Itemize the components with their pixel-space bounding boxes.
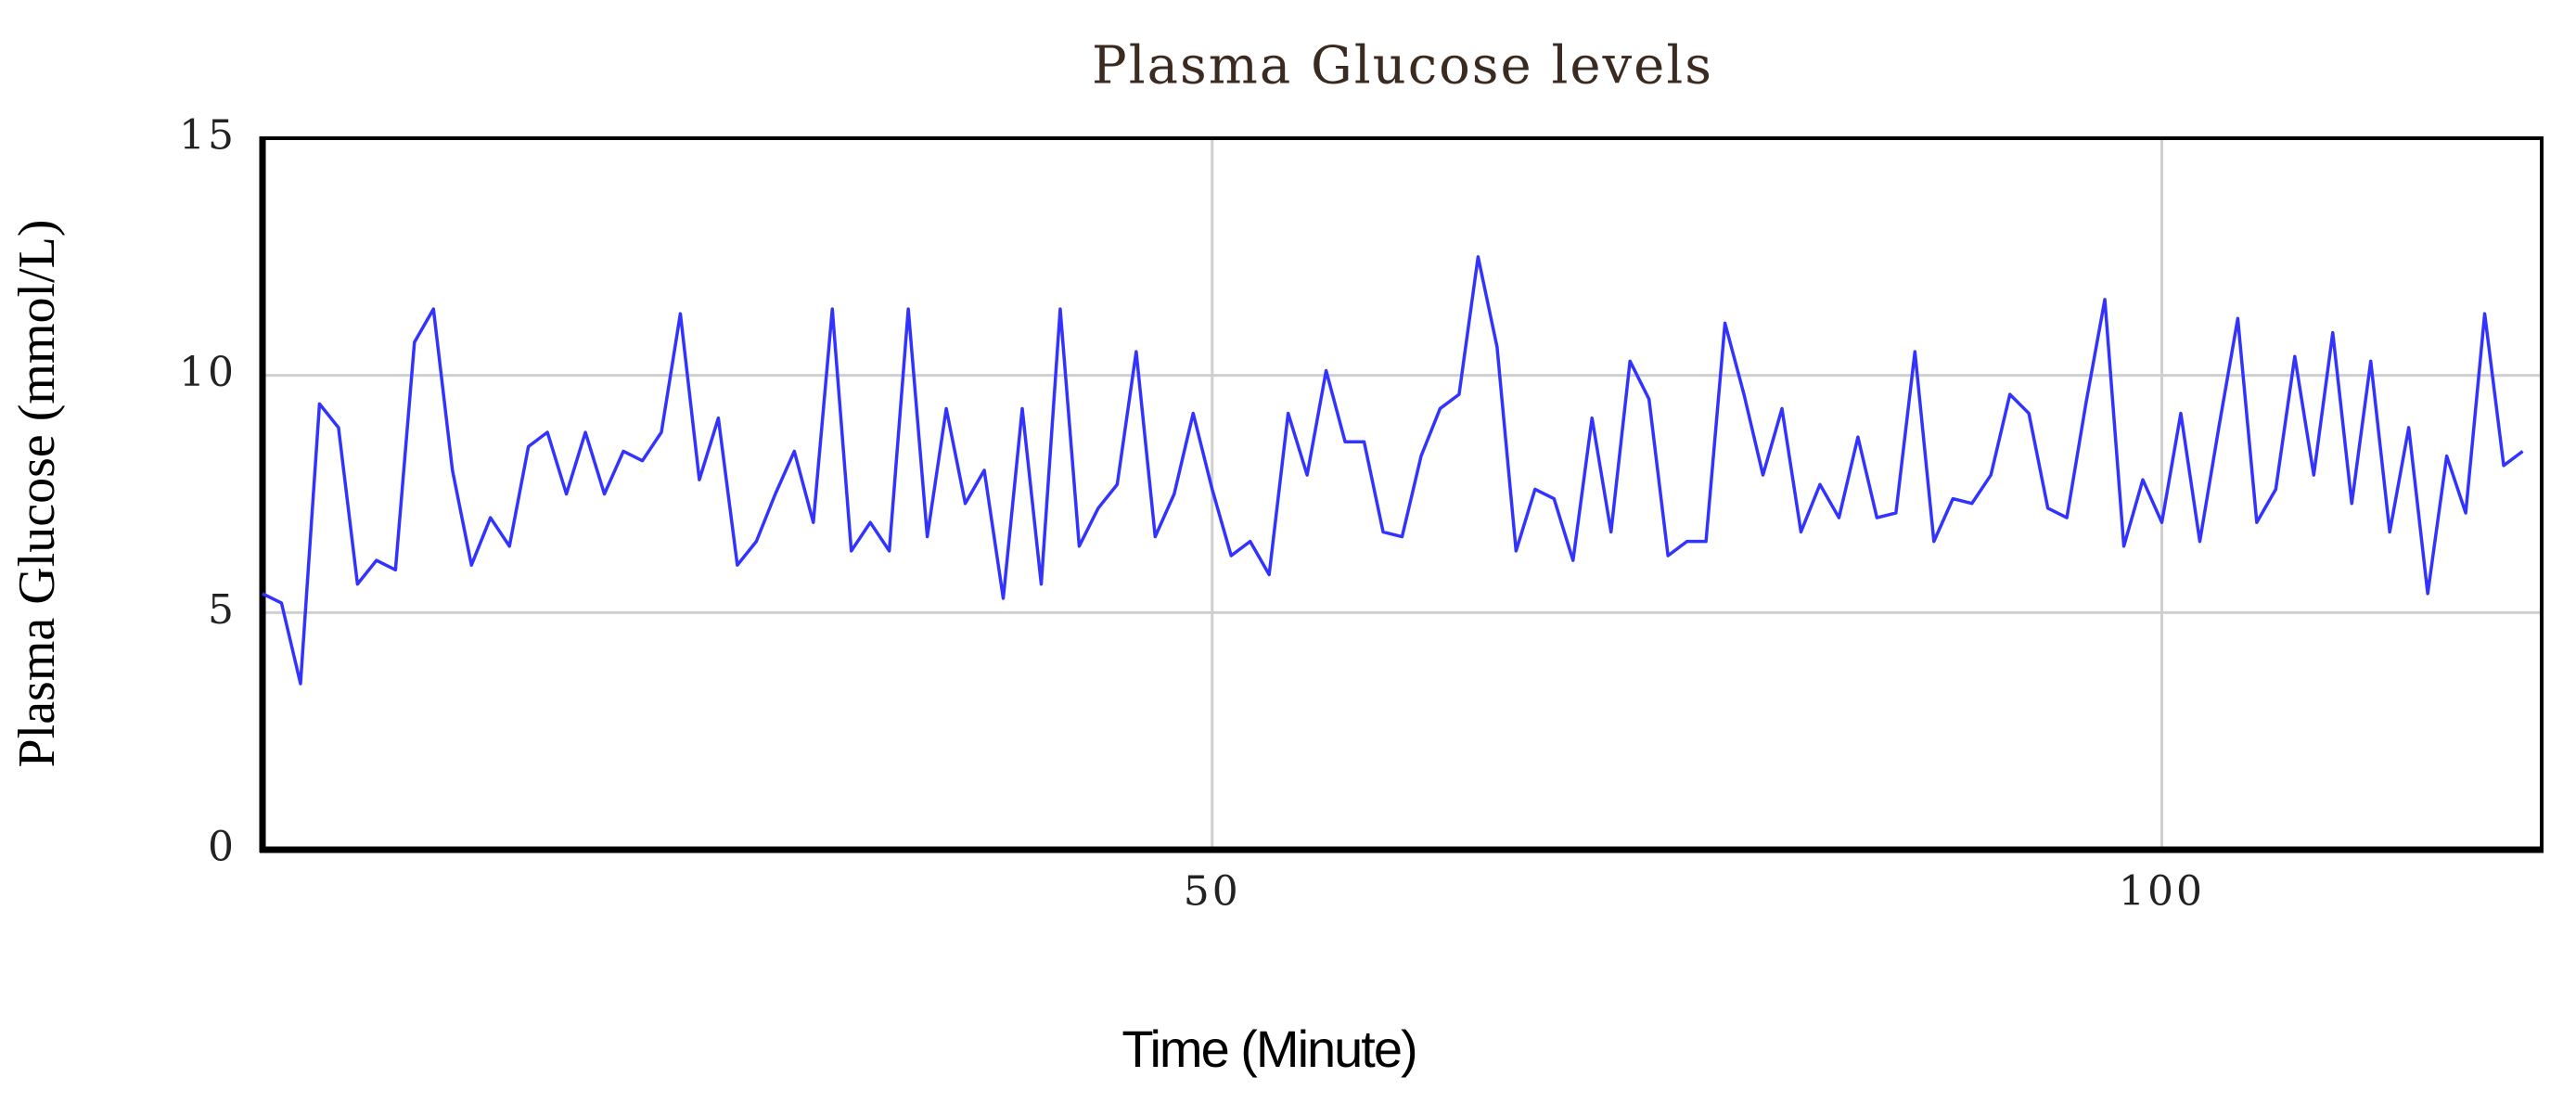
y-tick-label: 15 <box>179 112 237 160</box>
y-tick-label: 0 <box>208 824 237 871</box>
x-tick-label: 50 <box>1184 868 1241 916</box>
x-axis-label: Time (Minute) <box>1121 1020 1416 1078</box>
y-tick-label: 10 <box>179 349 237 396</box>
chart-title: Plasma Glucose levels <box>1092 36 1713 96</box>
x-tick-label: 100 <box>2119 868 2205 916</box>
y-tick-label: 5 <box>208 586 237 634</box>
y-axis-label: Plasma Glucose (mmol/L) <box>8 219 66 767</box>
data-line <box>262 255 2524 686</box>
